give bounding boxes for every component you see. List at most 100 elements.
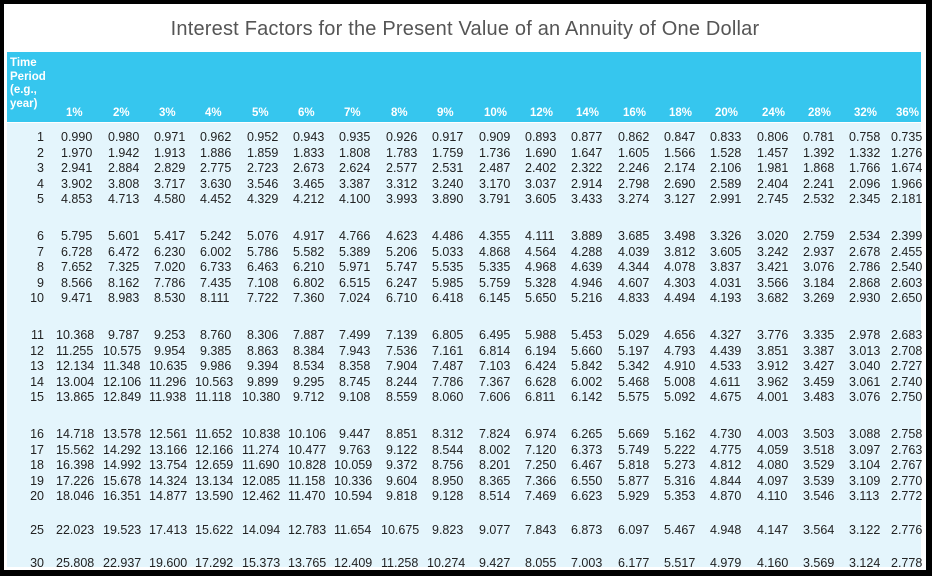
factor-cell: 12.783 bbox=[288, 523, 327, 537]
factor-cell: 7.722 bbox=[247, 291, 279, 305]
factor-cell: 2.829 bbox=[154, 161, 186, 175]
factor-cell: 14.718 bbox=[56, 427, 95, 441]
period-cell: 7 bbox=[37, 244, 44, 259]
factor-cell: 3.184 bbox=[803, 275, 835, 290]
factor-cell: 4.486 bbox=[432, 229, 464, 243]
factor-cell: 7.360 bbox=[293, 291, 325, 305]
rate-header: 28% bbox=[808, 107, 832, 119]
factor-cell: 6.230 bbox=[154, 244, 186, 259]
period-cell: 2 bbox=[37, 145, 44, 160]
factor-cell: 6.628 bbox=[525, 374, 557, 389]
factor-cell: 6.623 bbox=[571, 489, 603, 503]
factor-cell: 12.106 bbox=[103, 374, 142, 389]
factor-cell: 6.097 bbox=[618, 523, 650, 537]
factor-cell: 3.518 bbox=[803, 442, 835, 457]
factor-cell: 7.108 bbox=[247, 275, 279, 290]
factor-cell: 11.296 bbox=[149, 374, 187, 389]
factor-cell: 3.097 bbox=[849, 442, 881, 457]
factor-cell: 9.818 bbox=[386, 489, 418, 503]
factor-cell: 5.582 bbox=[293, 244, 325, 259]
factor-cell: 3.387 bbox=[803, 343, 835, 358]
factor-cell: 2.540 bbox=[891, 260, 923, 274]
factor-cell: 3.529 bbox=[803, 458, 835, 472]
factor-cell: 1.981 bbox=[757, 161, 789, 175]
factor-cell: 5.197 bbox=[618, 343, 650, 358]
factor-cell: 4.853 bbox=[61, 192, 93, 206]
factor-cell: 2.096 bbox=[849, 176, 881, 191]
factor-cell: 3.630 bbox=[200, 176, 232, 191]
rate-header: 5% bbox=[252, 107, 269, 119]
factor-cell: 11.654 bbox=[334, 523, 372, 537]
factor-cell: 5.162 bbox=[664, 427, 696, 441]
factor-cell: 1.833 bbox=[293, 145, 325, 160]
factor-cell: 9.077 bbox=[479, 523, 511, 537]
rate-header: 3% bbox=[159, 107, 176, 119]
factor-cell: 12.561 bbox=[149, 427, 188, 441]
factor-cell: 2.745 bbox=[757, 192, 789, 206]
factor-cell: 5.008 bbox=[664, 374, 696, 389]
rate-header: 24% bbox=[762, 107, 786, 119]
factor-cell: 4.110 bbox=[757, 489, 788, 503]
period-cell: 4 bbox=[37, 176, 44, 191]
factor-cell: 0.862 bbox=[618, 130, 650, 144]
factor-cell: 4.844 bbox=[710, 473, 742, 488]
factor-cell: 5.749 bbox=[618, 442, 650, 457]
factor-cell: 0.806 bbox=[757, 130, 789, 144]
factor-cell: 17.413 bbox=[149, 523, 188, 537]
factor-cell: 5.092 bbox=[664, 390, 696, 404]
factor-cell: 3.076 bbox=[803, 260, 835, 274]
factor-cell: 1.647 bbox=[571, 145, 603, 160]
factor-cell: 7.843 bbox=[525, 523, 557, 537]
factor-cell: 7.786 bbox=[154, 275, 186, 290]
factor-cell: 2.868 bbox=[849, 275, 881, 290]
factor-cell: 3.242 bbox=[757, 244, 789, 259]
factor-cell: 8.002 bbox=[479, 442, 511, 457]
factor-cell: 12.166 bbox=[195, 442, 234, 457]
factor-cell: 0.926 bbox=[386, 130, 418, 144]
factor-cell: 8.060 bbox=[432, 390, 464, 404]
factor-cell: 3.113 bbox=[849, 489, 880, 503]
factor-cell: 0.980 bbox=[108, 130, 140, 144]
factor-cell: 7.786 bbox=[432, 374, 464, 389]
factor-cell: 9.712 bbox=[293, 390, 325, 404]
factor-cell: 3.109 bbox=[849, 473, 881, 488]
factor-cell: 4.946 bbox=[571, 275, 603, 290]
factor-cell: 2.776 bbox=[891, 523, 923, 537]
factor-cell: 1.276 bbox=[891, 145, 923, 160]
factor-cell: 5.842 bbox=[571, 359, 603, 373]
factor-cell: 19.600 bbox=[149, 556, 188, 570]
factor-cell: 2.770 bbox=[891, 473, 923, 488]
factor-cell: 7.887 bbox=[293, 328, 325, 342]
factor-cell: 4.452 bbox=[200, 192, 232, 206]
factor-cell: 11.652 bbox=[195, 427, 233, 441]
factor-cell: 6.550 bbox=[571, 473, 603, 488]
factor-cell: 3.717 bbox=[154, 176, 186, 191]
factor-cell: 12.085 bbox=[242, 473, 281, 488]
factor-cell: 6.247 bbox=[386, 275, 418, 290]
factor-cell: 11.470 bbox=[288, 489, 326, 503]
factor-cell: 1.970 bbox=[61, 145, 93, 160]
factor-cell: 1.690 bbox=[525, 145, 557, 160]
factor-cell: 7.020 bbox=[154, 260, 186, 274]
factor-cell: 7.536 bbox=[386, 343, 418, 358]
factor-cell: 2.650 bbox=[891, 291, 923, 305]
factor-cell: 10.563 bbox=[195, 374, 234, 389]
factor-cell: 2.399 bbox=[891, 229, 923, 243]
factor-cell: 9.899 bbox=[247, 374, 279, 389]
factor-cell: 19.523 bbox=[103, 523, 142, 537]
factor-cell: 7.904 bbox=[386, 359, 418, 373]
factor-cell: 11.274 bbox=[242, 442, 280, 457]
factor-cell: 4.948 bbox=[710, 523, 742, 537]
factor-cell: 12.134 bbox=[56, 359, 95, 373]
rate-header: 20% bbox=[715, 107, 739, 119]
factor-cell: 11.938 bbox=[149, 390, 187, 404]
factor-cell: 4.656 bbox=[664, 328, 696, 342]
factor-cell: 9.763 bbox=[339, 442, 371, 457]
factor-cell: 5.747 bbox=[386, 260, 418, 274]
factor-cell: 11.690 bbox=[242, 458, 280, 472]
factor-cell: 4.611 bbox=[710, 374, 741, 389]
factor-cell: 8.365 bbox=[479, 473, 511, 488]
factor-cell: 2.404 bbox=[757, 176, 789, 191]
factor-cell: 6.463 bbox=[247, 260, 279, 274]
factor-cell: 7.325 bbox=[108, 260, 140, 274]
